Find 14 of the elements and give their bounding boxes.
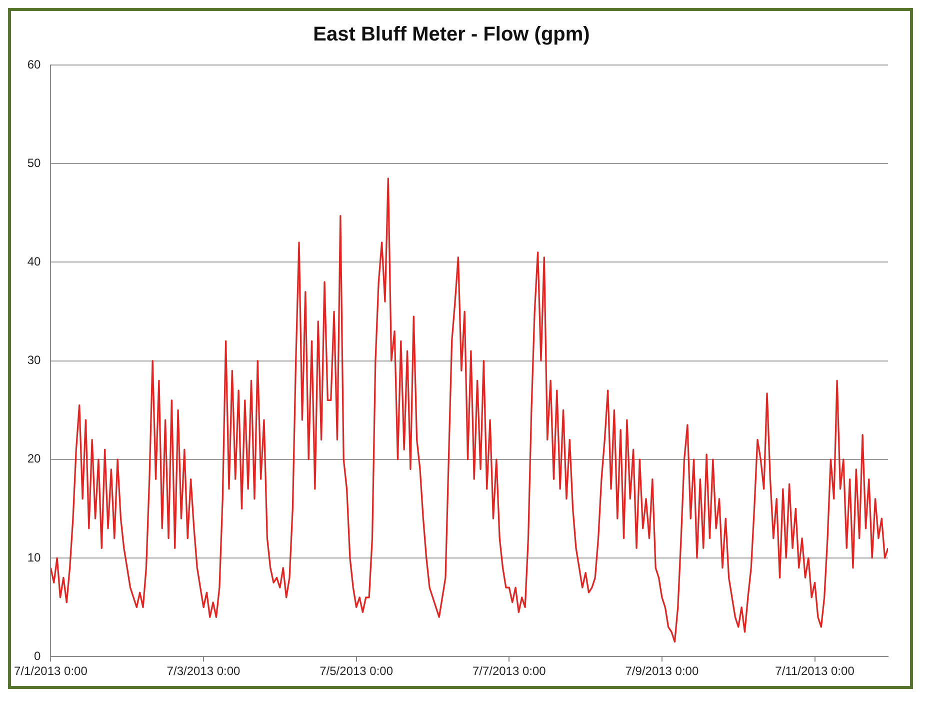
y-tick-label: 20 — [27, 452, 42, 466]
x-tick-label: 7/11/2013 0:00 — [775, 664, 855, 678]
y-tick-label: 30 — [27, 353, 42, 368]
y-tick-label: 0 — [34, 648, 42, 663]
y-tick-label: 10 — [27, 550, 42, 564]
chart-title: East Bluff Meter - Flow (gpm) — [313, 24, 590, 46]
y-tick-label: 40 — [27, 254, 42, 269]
x-tick-label: 7/3/2013 0:00 — [166, 664, 241, 678]
x-tick-label: 7/7/2013 0:00 — [472, 664, 546, 678]
x-tick-label: 7/5/2013 0:00 — [320, 664, 394, 678]
x-tick-label: 7/9/2013 0:00 — [625, 664, 699, 678]
y-tick-label: 50 — [27, 156, 42, 170]
y-tick-label: 60 — [27, 57, 42, 72]
x-tick-label: 7/1/2013 0:00 — [14, 664, 88, 678]
